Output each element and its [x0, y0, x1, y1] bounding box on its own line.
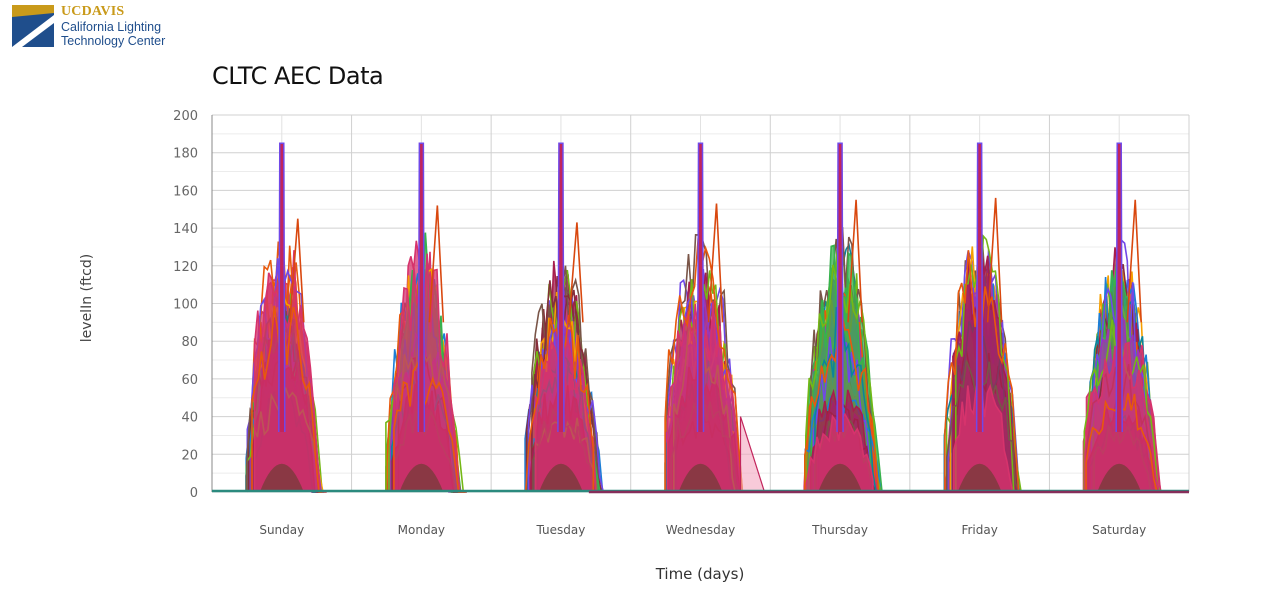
y-tick-label: 100 — [173, 298, 198, 313]
logo-line-2: Technology Center — [61, 34, 166, 48]
y-tick-label: 40 — [181, 411, 198, 426]
logo-ucdavis-text: UCDAVIS — [61, 4, 125, 19]
y-tick-label: 60 — [181, 373, 198, 388]
x-tick-label: Friday — [961, 523, 997, 537]
x-tick-label: Sunday — [259, 523, 304, 537]
x-axis-label: Time (days) — [655, 565, 745, 583]
x-tick-label: Tuesday — [536, 523, 586, 537]
uc-davis-cltc-logo: UCDAVIS California Lighting Technology C… — [12, 4, 202, 51]
y-tick-label: 20 — [181, 448, 198, 463]
y-tick-label: 160 — [173, 184, 198, 199]
chart-title: CLTC AEC Data — [212, 62, 384, 90]
y-tick-label: 120 — [173, 260, 198, 275]
x-tick-label: Monday — [398, 523, 445, 537]
x-tick-label: Wednesday — [666, 523, 735, 537]
series-group — [212, 142, 1189, 494]
cltc-logo-mark-icon — [12, 5, 54, 47]
y-tick-label: 180 — [173, 147, 198, 162]
x-tick-label: Thursday — [811, 523, 868, 537]
y-tick-label: 200 — [173, 109, 198, 124]
y-tick-label: 0 — [190, 486, 198, 501]
x-tick-label: Saturday — [1092, 523, 1146, 537]
logo-line-1: California Lighting — [61, 20, 162, 34]
y-tick-label: 140 — [173, 222, 198, 237]
y-tick-label: 80 — [181, 335, 198, 350]
